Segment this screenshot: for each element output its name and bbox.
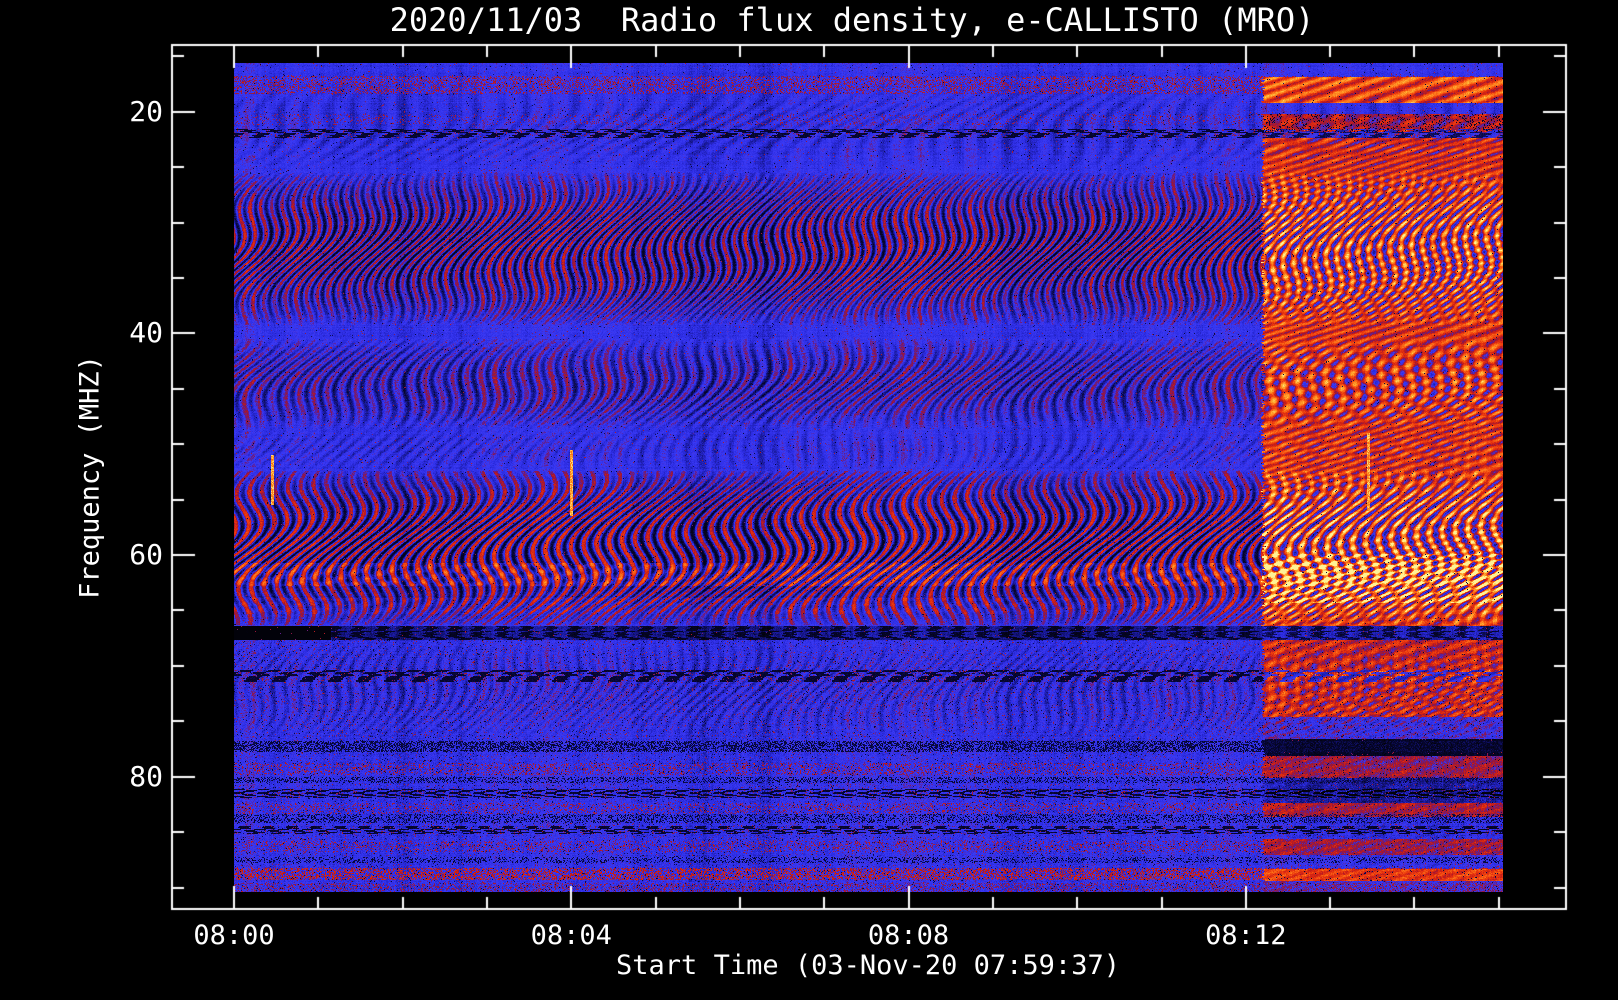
x-tick-label: 08:04 bbox=[530, 920, 612, 951]
x-tick-label: 08:12 bbox=[1205, 920, 1287, 951]
y-tick-label: 20 bbox=[129, 94, 163, 128]
x-tick-label: 08:00 bbox=[193, 920, 275, 951]
y-tick-label: 40 bbox=[129, 316, 163, 350]
x-axis-title: Start Time (03-Nov-20 07:59:37) bbox=[616, 950, 1120, 981]
x-tick-label: 08:08 bbox=[867, 920, 950, 951]
y-tick-label: 60 bbox=[129, 538, 163, 572]
y-tick-label: 80 bbox=[129, 759, 163, 793]
y-axis-title: Frequency (MHZ) bbox=[74, 355, 106, 599]
